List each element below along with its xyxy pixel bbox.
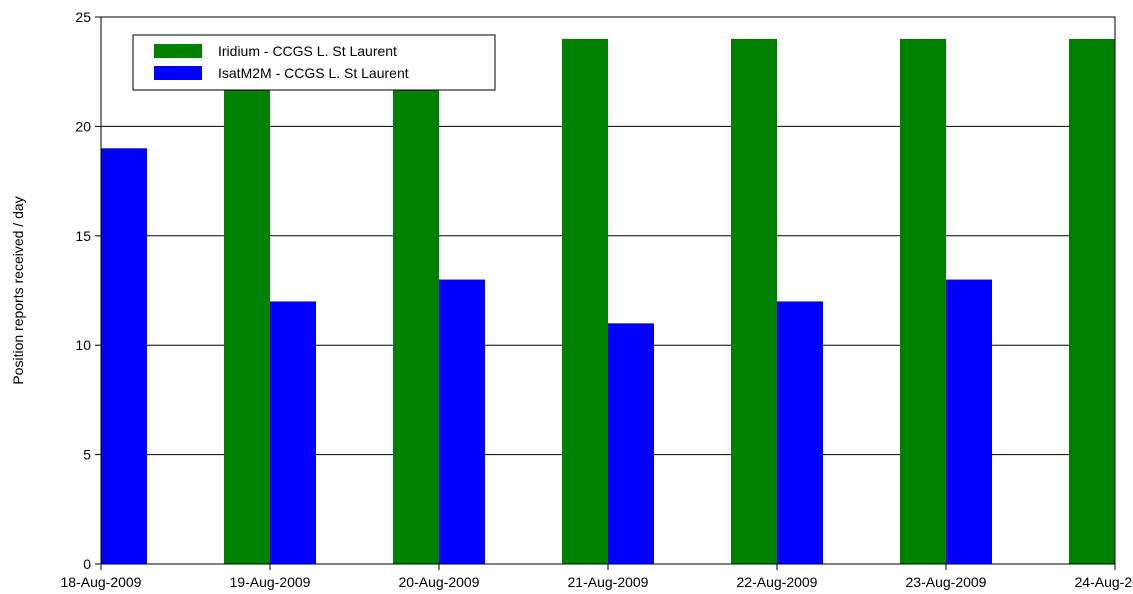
bar-isatm2m-6 [946,279,992,564]
bar-iridium-5 [731,38,777,564]
x-tick-label: 24-Aug-2009 [1075,574,1133,590]
legend-label-iridium: Iridium - CCGS L. St Laurent [218,43,397,59]
bar-isatm2m-1 [101,148,147,564]
y-axis-label: Position reports received / day [10,196,26,384]
x-tick-label: 19-Aug-2009 [230,574,311,590]
y-tick-label: 15 [75,228,91,244]
bar-isatm2m-5 [777,301,823,564]
x-tick-labels: 18-Aug-2009 19-Aug-2009 20-Aug-2009 21-Aug-… [61,574,1133,590]
bar-iridium-7 [1069,38,1115,564]
bar-isatm2m-7 [1115,367,1133,564]
bar-isatm2m-4 [608,323,654,564]
bar-iridium-4 [562,38,608,564]
bar-iridium-6 [900,38,946,564]
legend-swatch-isatm2m [154,66,202,80]
legend-label-isatm2m: IsatM2M - CCGS L. St Laurent [218,65,409,81]
legend: Iridium - CCGS L. St Laurent IsatM2M - CC… [132,34,496,91]
y-tick-label: 5 [83,447,91,463]
bar-iridium-2 [224,38,270,564]
y-tick-label: 20 [75,118,91,134]
y-tick-label: 10 [75,337,91,353]
x-tick-label: 21-Aug-2009 [568,574,649,590]
x-tick-label: 22-Aug-2009 [737,574,818,590]
bar-isatm2m-3 [439,279,485,564]
axes [95,16,1116,570]
y-tick-label: 0 [83,556,91,572]
x-tick-label: 20-Aug-2009 [399,574,480,590]
bar-iridium-3 [393,38,439,564]
bar-isatm2m-2 [270,301,316,564]
x-tick-label: 23-Aug-2009 [906,574,987,590]
legend-swatch-iridium [154,44,202,58]
y-tick-label: 25 [75,9,91,25]
x-tick-label: 18-Aug-2009 [61,574,142,590]
bars [101,38,1133,564]
y-tick-labels: 0 5 10 15 20 25 [75,9,91,572]
